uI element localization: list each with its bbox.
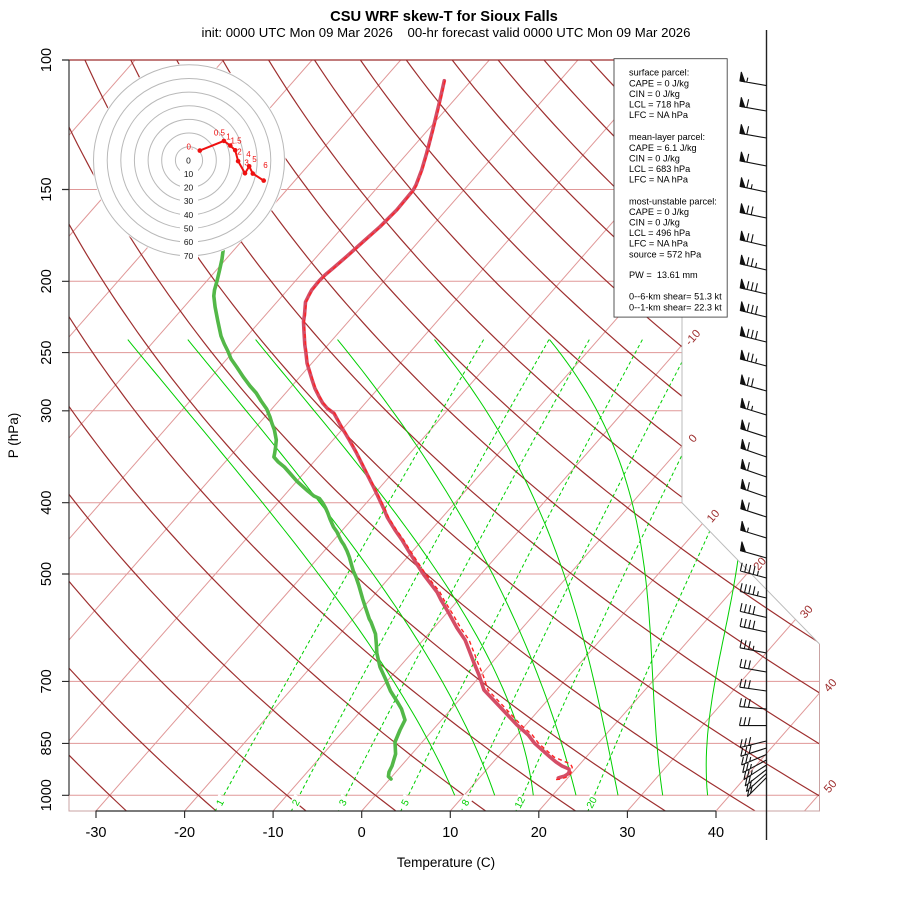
svg-text:LFC = NA hPa: LFC = NA hPa [629,110,689,120]
svg-text:10: 10 [184,169,194,179]
svg-text:5: 5 [252,155,257,164]
svg-text:Temperature (C): Temperature (C) [397,855,495,870]
svg-text:30: 30 [184,196,194,206]
svg-text:3: 3 [244,159,249,168]
svg-text:12: 12 [513,795,528,810]
svg-text:surface parcel:: surface parcel: [629,68,689,78]
svg-text:500: 500 [39,562,55,586]
svg-text:CAPE = 6.1 J/kg: CAPE = 6.1 J/kg [629,143,697,153]
svg-text:20: 20 [184,183,194,193]
svg-text:300: 300 [39,399,55,423]
svg-text:CAPE = 0 J/kg: CAPE = 0 J/kg [629,207,689,217]
svg-text:-30: -30 [86,825,107,841]
svg-text:source = 572 hPa: source = 572 hPa [629,249,702,259]
svg-text:1: 1 [226,133,231,142]
svg-text:most-unstable parcel:: most-unstable parcel: [629,196,717,206]
svg-text:5: 5 [400,798,413,808]
svg-text:CIN = 0 J/kg: CIN = 0 J/kg [629,218,680,228]
svg-text:250: 250 [39,340,55,364]
svg-text:CIN = 0 J/kg: CIN = 0 J/kg [629,89,680,99]
svg-text:CAPE = 0 J/kg: CAPE = 0 J/kg [629,78,689,88]
svg-text:0: 0 [186,155,191,165]
svg-text:LCL = 683 hPa: LCL = 683 hPa [629,164,691,174]
svg-text:3: 3 [337,798,350,808]
svg-text:100: 100 [39,48,55,72]
svg-text:8: 8 [460,798,473,808]
svg-text:30: 30 [619,825,635,841]
svg-text:0: 0 [358,825,366,841]
svg-text:LCL = 496 hPa: LCL = 496 hPa [629,228,691,238]
svg-text:0--6-km shear= 51.3 kt: 0--6-km shear= 51.3 kt [629,292,722,302]
svg-text:1.5: 1.5 [230,137,242,146]
svg-text:CIN = 0 J/kg: CIN = 0 J/kg [629,153,680,163]
svg-text:LFC = NA hPa: LFC = NA hPa [629,239,689,249]
svg-text:2: 2 [237,148,242,157]
svg-text:-10: -10 [263,825,284,841]
svg-text:P (hPa): P (hPa) [6,413,21,459]
svg-text:850: 850 [39,731,55,755]
svg-text:CSU WRF skew-T for Sioux Falls: CSU WRF skew-T for Sioux Falls [330,9,558,25]
svg-text:60: 60 [184,237,194,247]
svg-text:10: 10 [442,825,458,841]
svg-text:1000: 1000 [39,779,55,811]
svg-text:20: 20 [531,825,547,841]
svg-text:1: 1 [215,798,228,808]
svg-text:0.: 0. [187,143,194,152]
svg-text:40: 40 [184,210,194,220]
svg-text:200: 200 [39,269,55,293]
svg-text:init: 0000 UTC Mon 09 Mar 2026: init: 0000 UTC Mon 09 Mar 2026 00-hr for… [202,25,691,40]
svg-text:400: 400 [39,491,55,515]
svg-text:700: 700 [39,669,55,693]
svg-text:0.5: 0.5 [214,129,226,138]
svg-text:-20: -20 [174,825,195,841]
svg-text:LFC = NA hPa: LFC = NA hPa [629,175,689,185]
svg-text:mean-layer parcel:: mean-layer parcel: [629,132,705,142]
svg-text:50: 50 [184,224,194,234]
svg-text:LCL = 718 hPa: LCL = 718 hPa [629,100,691,110]
svg-text:70: 70 [184,251,194,261]
svg-text:6: 6 [263,161,268,170]
svg-text:PW = 13.61 mm: PW = 13.61 mm [629,270,698,280]
svg-text:150: 150 [39,177,55,201]
svg-text:0--1-km shear= 22.3 kt: 0--1-km shear= 22.3 kt [629,302,722,312]
svg-text:4: 4 [246,150,251,159]
svg-text:20: 20 [585,795,600,810]
svg-text:40: 40 [708,825,724,841]
svg-text:2: 2 [290,798,303,808]
